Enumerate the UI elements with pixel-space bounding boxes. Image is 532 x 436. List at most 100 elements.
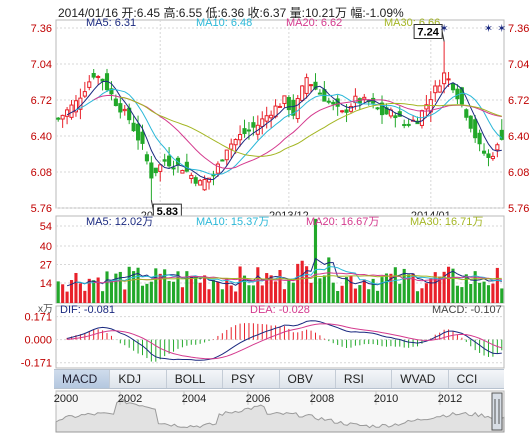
candle-body xyxy=(455,88,460,100)
candle-body xyxy=(344,109,349,113)
tab-boll[interactable]: BOLL xyxy=(167,370,224,388)
macd-legend-macd: MACD: -0.107 xyxy=(432,304,502,316)
volume-bar xyxy=(282,289,286,303)
volume-bar xyxy=(451,268,455,303)
volume-bar xyxy=(486,285,491,303)
candle-body xyxy=(468,115,473,129)
volume-bar xyxy=(194,276,198,303)
price-y-tick-left: 6.08 xyxy=(31,167,52,179)
volume-bar xyxy=(447,266,451,303)
volume-bar xyxy=(123,289,127,303)
volume-bar xyxy=(260,285,264,303)
volume-bar xyxy=(420,288,424,303)
volume-bar xyxy=(433,272,437,303)
volume-bar xyxy=(216,281,220,303)
volume-bar xyxy=(118,271,122,303)
candle-body xyxy=(100,78,105,82)
tab-wvad[interactable]: WVAD xyxy=(392,370,449,388)
candle-body xyxy=(91,73,96,78)
volume-bar xyxy=(229,285,233,303)
candle-body xyxy=(113,98,118,107)
volume-bar xyxy=(424,283,428,303)
candle-body xyxy=(379,102,385,116)
candle-body xyxy=(499,129,504,140)
volume-ma5-line xyxy=(66,257,502,287)
candle-body xyxy=(260,118,265,127)
volume-bar xyxy=(207,289,211,303)
header-date: 2014/01/16 xyxy=(58,6,119,20)
volume-bar xyxy=(287,279,291,303)
header-volume-value: 10.21万 xyxy=(304,6,347,20)
candle-body xyxy=(490,155,495,160)
overview-panel[interactable]: 2000 2002 2004 2006 2008 2010 2012 xyxy=(54,390,505,433)
event-marker-icon: ✶ xyxy=(497,23,506,35)
candle-body xyxy=(193,177,198,184)
price-panel: 7.36 7.36 7.04 7.04 6.72 6.72 6.40 6.40 6.08 6.08… xyxy=(31,17,530,222)
price-y-tick-left: 5.76 xyxy=(31,203,52,215)
volume-bar xyxy=(313,218,318,303)
candle-body xyxy=(118,103,123,113)
macd-y-tick: 0.000 xyxy=(24,335,52,347)
tab-obv[interactable]: OBV xyxy=(280,370,336,388)
header-volume-label: 量: xyxy=(289,6,305,20)
header-change-value: -1.09% xyxy=(365,6,404,20)
volume-bar xyxy=(132,271,136,303)
candle-body xyxy=(73,100,79,113)
candle-body xyxy=(424,104,429,110)
volume-bar xyxy=(247,285,251,303)
candle-body xyxy=(136,123,141,141)
volume-bar xyxy=(61,284,65,303)
candle-body xyxy=(269,114,274,119)
candle-body xyxy=(375,107,380,110)
candle-body xyxy=(464,109,469,118)
tab-rsi[interactable]: RSI xyxy=(336,370,393,388)
volume-bar xyxy=(158,273,162,303)
overview-x-tick: 2008 xyxy=(310,393,334,405)
candle-body xyxy=(393,115,398,119)
candle-body xyxy=(486,153,491,158)
overview-x-tick: 2000 xyxy=(54,393,78,405)
header-high-value: 6.55 xyxy=(178,6,203,20)
volume-bar xyxy=(309,282,313,303)
candle-body xyxy=(362,96,367,100)
volume-bar xyxy=(180,287,184,303)
volume-y-tick: 54 xyxy=(40,221,52,233)
volume-bar xyxy=(367,289,371,303)
volume-bar xyxy=(478,282,482,303)
tab-cci[interactable]: CCI xyxy=(456,372,478,386)
volume-bar xyxy=(83,290,87,303)
volume-bar xyxy=(291,282,295,303)
candle-body xyxy=(481,150,487,154)
volume-bar xyxy=(238,266,242,303)
price-y-tick-left: 7.36 xyxy=(31,23,52,35)
volume-bar xyxy=(176,271,180,303)
volume-bar xyxy=(163,269,167,303)
header-change-label: 幅: xyxy=(350,6,366,20)
macd-legend-dif: DIF: -0.081 xyxy=(60,304,115,316)
volume-bar xyxy=(442,271,446,303)
volume-bar xyxy=(167,280,171,303)
volume-bar xyxy=(349,275,353,303)
candle-body xyxy=(495,144,500,151)
header-low-value: 6.36 xyxy=(220,6,245,20)
price-y-tick-left: 6.72 xyxy=(31,95,52,107)
tab-macd[interactable]: MACD xyxy=(54,370,111,388)
candle-body xyxy=(459,87,464,105)
volume-bar xyxy=(234,291,238,303)
tab-psy[interactable]: PSY xyxy=(223,370,280,388)
volume-bar xyxy=(87,278,91,303)
candle-body xyxy=(87,81,92,88)
volume-bar xyxy=(96,277,100,303)
candle-body xyxy=(477,132,482,145)
candle-body xyxy=(437,85,442,93)
candle-body xyxy=(82,91,87,97)
candle-body xyxy=(277,105,283,108)
candle-body xyxy=(473,119,478,139)
header-low-label: 低: xyxy=(205,6,221,20)
candle-body xyxy=(140,131,145,144)
volume-bar xyxy=(455,285,459,303)
volume-y-tick: 27 xyxy=(40,260,52,272)
tab-kdj[interactable]: KDJ xyxy=(110,370,167,388)
volume-bar xyxy=(136,267,140,303)
